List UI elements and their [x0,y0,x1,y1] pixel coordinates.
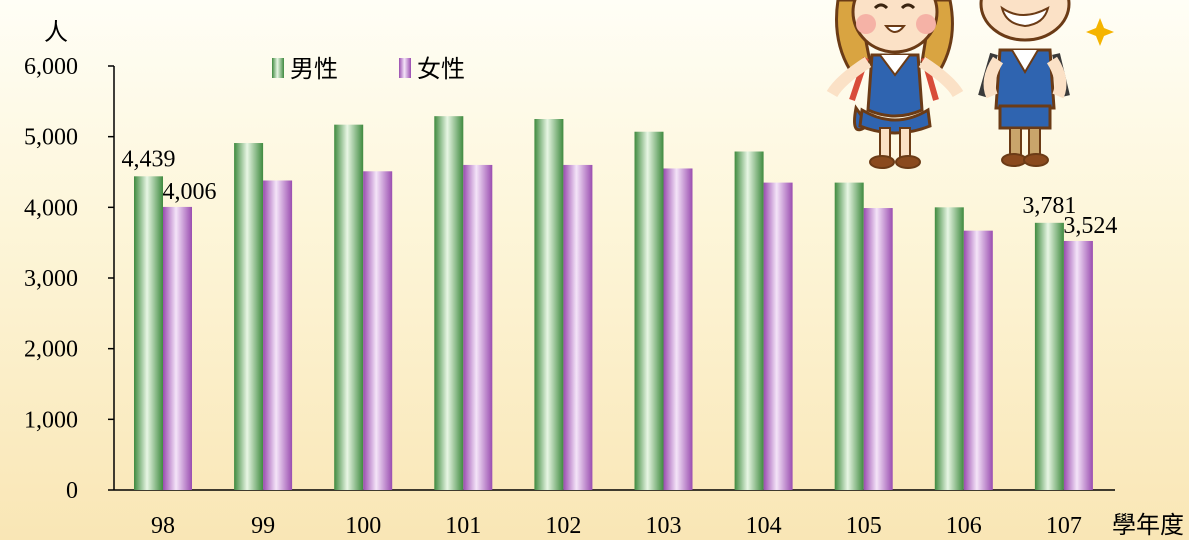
bar-female [263,180,293,491]
x-tick-label: 100 [345,513,381,539]
data-label: 3,781 [1022,193,1076,219]
children-illustration [826,0,1114,169]
bar-female [863,208,893,491]
y-tick-label: 2,000 [24,337,78,363]
bar-female [963,230,993,491]
x-tick-label: 101 [445,513,481,539]
legend-swatch-female [399,58,411,78]
bars [134,116,1093,491]
y-tick-label: 6,000 [24,54,78,80]
bar-female [763,182,793,490]
x-tick-label: 106 [946,513,982,539]
bar-female [463,164,493,490]
y-axis-unit: 人 [44,18,68,46]
bar-male [334,124,364,491]
x-tick-label: 98 [151,513,175,539]
bar-female [163,206,192,490]
legend-swatch-male [272,58,284,78]
data-label: 4,006 [163,179,217,205]
bar-male [1034,222,1064,490]
sparkle-star-icon [1086,18,1114,46]
y-ticks: 0 1,000 2,000 3,000 4,000 5,000 6,000 [24,54,114,504]
y-tick-label: 4,000 [24,195,78,221]
x-tick-label: 104 [746,513,782,539]
y-tick-label: 1,000 [24,407,78,433]
bar-female [363,171,393,490]
x-tick-label: 107 [1046,513,1082,539]
x-tick-label: 105 [846,513,882,539]
bar-male [734,151,764,491]
x-ticks: 98 99 100 101 102 103 104 105 106 107 [151,513,1082,539]
y-tick-label: 0 [66,478,78,504]
bar-male [934,207,964,491]
legend-label-female: 女性 [417,55,465,83]
bar-male [234,143,264,490]
legend-label-male: 男性 [290,55,338,83]
bar-male [834,182,864,490]
boy-figure [978,0,1071,167]
bar-female [563,164,593,490]
data-label: 3,524 [1063,213,1117,239]
y-tick-label: 5,000 [24,125,78,151]
bar-female [663,168,693,490]
data-label: 4,439 [122,146,176,172]
x-tick-label: 103 [646,513,682,539]
bar-female [1063,240,1093,490]
x-tick-label: 102 [545,513,581,539]
bar-male [634,131,664,490]
girl-figure [826,0,964,169]
y-tick-label: 3,000 [24,266,78,292]
x-axis-unit: 學年度 [1112,511,1184,539]
bar-male [534,119,564,490]
bar-male [434,116,464,490]
legend: 男性 女性 [272,55,465,83]
bar-male [134,176,163,490]
x-tick-label: 99 [251,513,275,539]
